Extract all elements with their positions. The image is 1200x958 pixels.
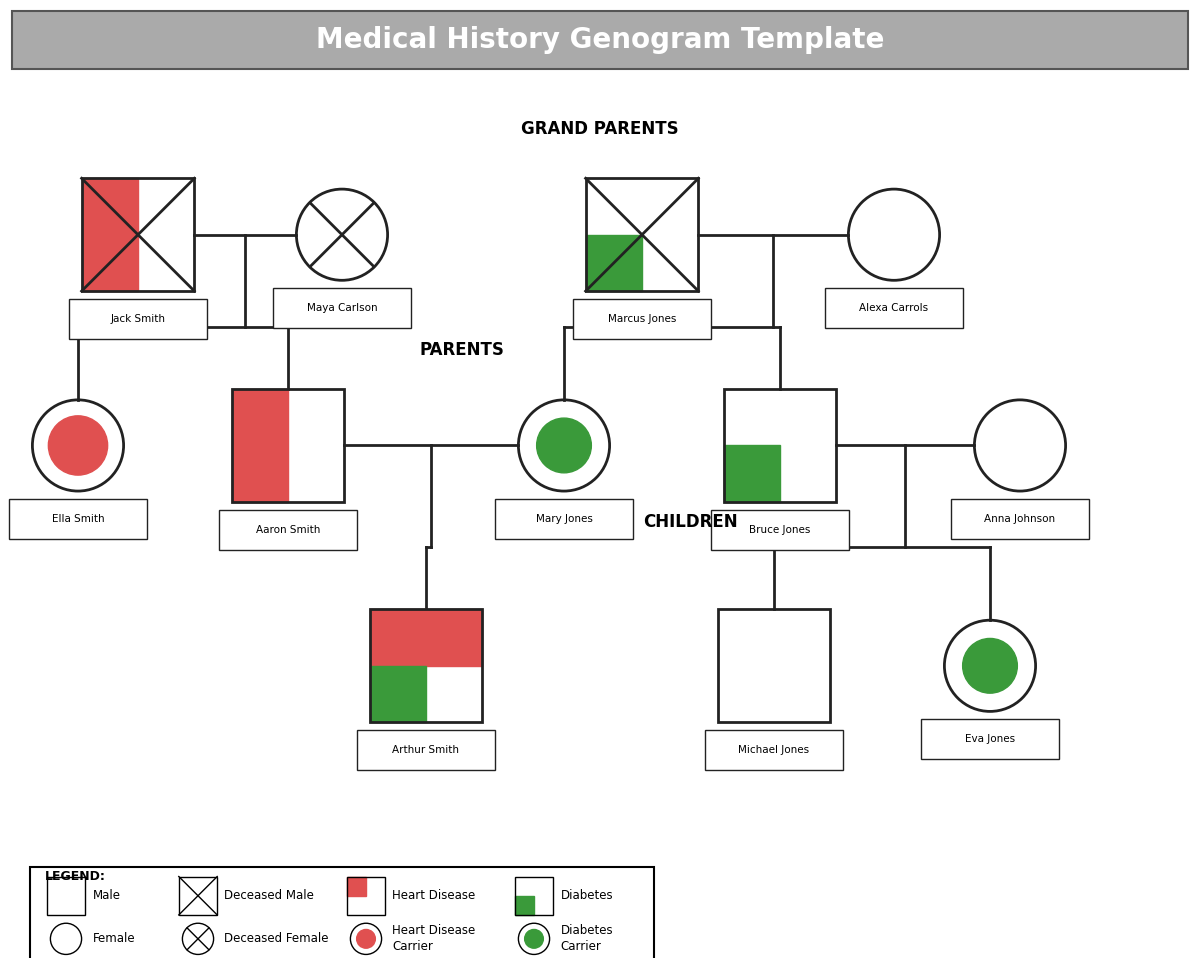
Bar bbox=[82, 178, 138, 291]
Text: Heart Disease: Heart Disease bbox=[392, 889, 475, 902]
Text: Anna Johnson: Anna Johnson bbox=[984, 513, 1056, 524]
Bar bbox=[724, 389, 836, 502]
Bar bbox=[347, 877, 366, 896]
Bar bbox=[724, 445, 780, 502]
Ellipse shape bbox=[536, 418, 592, 473]
Text: Deceased Male: Deceased Male bbox=[224, 889, 314, 902]
Bar bbox=[12, 11, 1188, 69]
Bar bbox=[47, 877, 85, 915]
Text: Maya Carlson: Maya Carlson bbox=[307, 303, 377, 313]
Text: Aaron Smith: Aaron Smith bbox=[256, 525, 320, 535]
Ellipse shape bbox=[48, 416, 108, 475]
Bar bbox=[370, 609, 482, 722]
Text: Marcus Jones: Marcus Jones bbox=[608, 314, 676, 324]
Bar bbox=[574, 299, 710, 339]
Ellipse shape bbox=[524, 929, 544, 948]
Bar bbox=[232, 389, 344, 502]
Text: LEGEND:: LEGEND: bbox=[44, 870, 106, 883]
Bar bbox=[82, 178, 194, 291]
Bar bbox=[347, 877, 385, 915]
Text: Mary Jones: Mary Jones bbox=[535, 513, 593, 524]
Bar bbox=[70, 299, 208, 339]
Bar bbox=[496, 499, 634, 539]
Bar bbox=[10, 499, 148, 539]
Ellipse shape bbox=[356, 929, 376, 948]
Text: GRAND PARENTS: GRAND PARENTS bbox=[521, 121, 679, 138]
Text: Eva Jones: Eva Jones bbox=[965, 734, 1015, 744]
Text: Diabetes
Carrier: Diabetes Carrier bbox=[560, 924, 613, 953]
Bar bbox=[515, 896, 534, 915]
Bar bbox=[274, 288, 410, 329]
Text: Alexa Carrols: Alexa Carrols bbox=[859, 303, 929, 313]
Bar bbox=[30, 867, 654, 958]
Text: Ella Smith: Ella Smith bbox=[52, 513, 104, 524]
Bar bbox=[922, 719, 1060, 760]
Bar bbox=[586, 178, 698, 291]
Bar bbox=[358, 730, 496, 770]
Bar bbox=[586, 235, 642, 291]
Bar bbox=[952, 499, 1090, 539]
Text: PARENTS: PARENTS bbox=[420, 341, 504, 358]
Text: Male: Male bbox=[92, 889, 120, 902]
Ellipse shape bbox=[962, 638, 1018, 694]
Text: CHILDREN: CHILDREN bbox=[643, 513, 737, 531]
Text: Arthur Smith: Arthur Smith bbox=[392, 745, 460, 755]
Bar bbox=[370, 609, 482, 666]
Bar bbox=[232, 389, 288, 502]
Bar bbox=[515, 877, 553, 915]
Text: Bruce Jones: Bruce Jones bbox=[749, 525, 811, 535]
Bar bbox=[370, 666, 426, 722]
Text: Female: Female bbox=[92, 932, 136, 946]
Text: Heart Disease
Carrier: Heart Disease Carrier bbox=[392, 924, 475, 953]
Text: Diabetes: Diabetes bbox=[560, 889, 613, 902]
Text: Deceased Female: Deceased Female bbox=[224, 932, 329, 946]
Text: Medical History Genogram Template: Medical History Genogram Template bbox=[316, 26, 884, 55]
Bar bbox=[706, 730, 842, 770]
Bar bbox=[826, 288, 964, 329]
Text: Michael Jones: Michael Jones bbox=[738, 745, 810, 755]
Bar bbox=[710, 510, 850, 550]
Bar bbox=[718, 609, 830, 722]
Bar bbox=[220, 510, 358, 550]
Bar bbox=[179, 877, 217, 915]
Text: Jack Smith: Jack Smith bbox=[110, 314, 166, 324]
